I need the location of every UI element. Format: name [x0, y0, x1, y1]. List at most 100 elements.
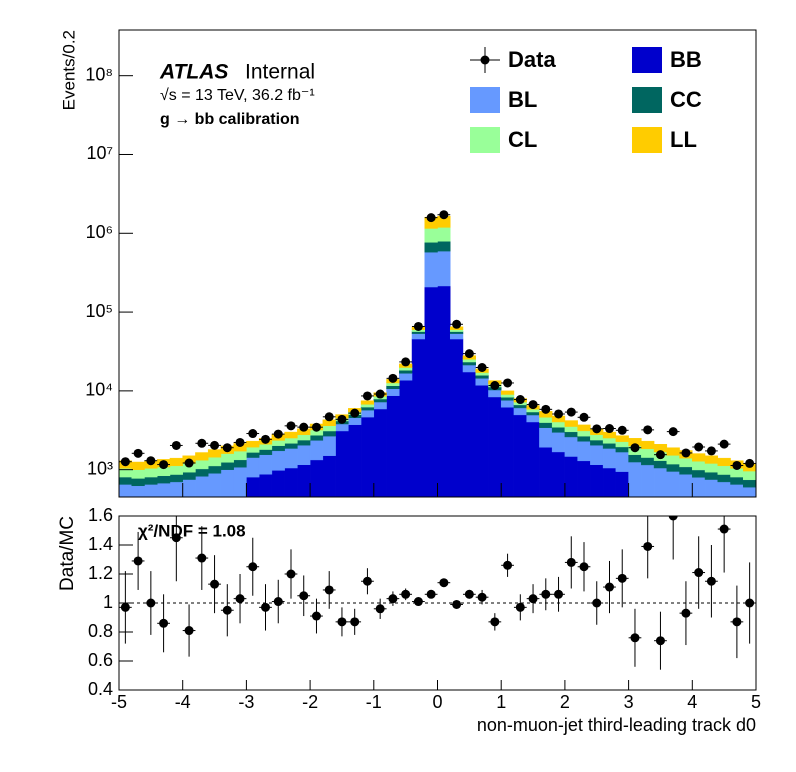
x-tick-label: -3: [238, 692, 254, 712]
ratio-point: [464, 589, 474, 599]
ratio-point: [146, 598, 156, 608]
stack-bar: [220, 453, 234, 463]
stack-bar: [437, 227, 451, 242]
stack-bar: [628, 454, 642, 463]
stack-bar: [539, 427, 553, 448]
data-point: [146, 456, 156, 466]
stack-bar: [641, 448, 655, 458]
stack-bar: [233, 450, 247, 461]
stack-bar: [641, 440, 655, 450]
ratio-point: [732, 617, 742, 627]
stack-bar: [539, 417, 553, 423]
legend-label: CL: [508, 127, 537, 152]
data-point: [120, 457, 130, 467]
data-point: [133, 448, 143, 458]
stack-bar: [284, 448, 298, 469]
stack-bar: [322, 430, 336, 437]
ratio-point: [490, 617, 500, 627]
legend-label: Data: [508, 47, 556, 72]
stack-bar: [335, 423, 349, 432]
x-tick-label: -1: [366, 692, 382, 712]
ratio-point: [337, 617, 347, 627]
stack-bar: [679, 466, 693, 475]
stack-bar: [297, 444, 311, 465]
y-axis-label: Events/0.2: [59, 30, 78, 110]
data-point: [490, 381, 500, 391]
ratio-point: [184, 626, 194, 636]
ratio-point: [324, 585, 334, 595]
data-point: [541, 404, 551, 414]
stack-bar: [704, 471, 719, 480]
ratio-point: [528, 594, 538, 604]
data-point: [261, 434, 271, 444]
stack-bar: [144, 468, 158, 478]
stack-bar: [399, 373, 413, 381]
stack-bar: [488, 389, 502, 398]
stack-bar: [233, 459, 247, 468]
data-point: [604, 424, 614, 434]
stack-bar: [144, 476, 158, 485]
y-tick-label: 10⁵: [86, 301, 113, 321]
ratio-point: [452, 599, 462, 609]
stack-bar: [182, 471, 196, 480]
data-point: [732, 460, 742, 470]
ratio-point: [350, 617, 360, 627]
data-point: [401, 357, 411, 367]
stack-bar: [195, 468, 209, 477]
ratio-point: [694, 568, 704, 578]
ratio-plot-area: [119, 516, 756, 670]
stack-bar: [195, 452, 209, 461]
y-tick-label: 10⁸: [85, 64, 113, 84]
data-point: [503, 378, 513, 388]
data-point: [528, 400, 538, 410]
ratio-point: [261, 602, 271, 612]
data-point: [439, 210, 449, 220]
stack-bar: [449, 333, 464, 340]
stack-bar: [437, 250, 451, 287]
stack-bar: [411, 331, 426, 334]
ratio-point: [630, 633, 640, 643]
stack-bar: [551, 421, 566, 428]
y-tick-label: 10⁶: [86, 222, 113, 242]
ratio-point: [668, 516, 678, 521]
data-point: [643, 425, 653, 435]
stack-bar: [258, 449, 273, 455]
stack-bar: [666, 463, 680, 472]
ratio-point: [655, 636, 665, 646]
stack-bar: [322, 435, 336, 456]
y-tick-label: 10⁷: [86, 143, 113, 163]
stack-bar: [526, 408, 540, 413]
stack-bar: [526, 411, 540, 416]
data-point: [477, 362, 487, 372]
stack-bar: [284, 437, 298, 444]
data-point: [388, 373, 398, 383]
stack-bar: [577, 441, 591, 462]
x-tick-label: 0: [432, 692, 442, 712]
data-point: [681, 448, 691, 458]
stack-bar: [462, 361, 476, 366]
data-point: [210, 440, 220, 450]
stack-bar: [169, 474, 183, 483]
data-point: [745, 458, 755, 468]
legend-label: LL: [670, 127, 697, 152]
stack-bar: [297, 434, 311, 441]
ratio-y-tick-label: 0.8: [88, 621, 113, 641]
data-point: [273, 429, 283, 439]
ratio-point: [235, 594, 245, 604]
stack-bar: [500, 397, 515, 401]
stack-bar: [500, 390, 515, 395]
legend-label: BB: [670, 47, 702, 72]
stack-bar: [564, 420, 578, 427]
ratio-y-tick-label: 0.4: [88, 679, 113, 699]
x-axis-label: non-muon-jet third-leading track d0: [477, 715, 756, 735]
stack-bar: [577, 424, 591, 432]
data-point: [515, 395, 525, 405]
ratio-point: [388, 594, 398, 604]
ratio-point: [554, 589, 564, 599]
stack-bar: [615, 441, 629, 448]
stack-bar: [602, 437, 617, 444]
stack-bar: [424, 242, 438, 253]
stack-bar: [348, 417, 362, 425]
ratio-point: [248, 562, 258, 572]
x-tick-label: 4: [687, 692, 697, 712]
